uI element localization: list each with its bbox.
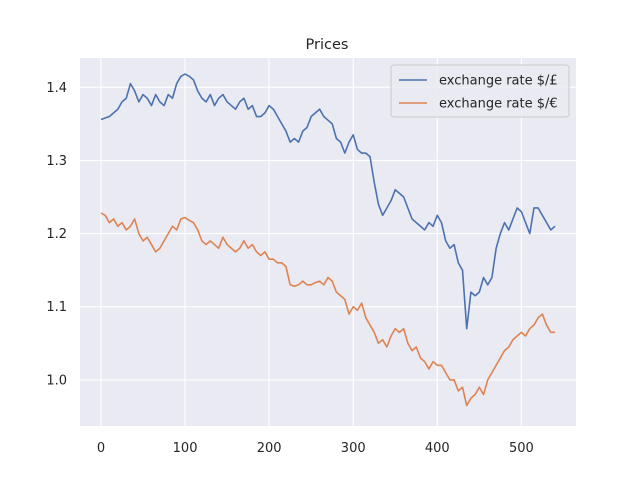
y-tick-label: 1.4	[46, 81, 67, 96]
x-tick-label: 300	[341, 441, 366, 456]
x-tick-label: 400	[425, 441, 450, 456]
y-tick-label: 1.1	[46, 300, 67, 315]
series-line-1	[100, 73, 556, 330]
legend: exchange rate $/£ exchange rate $/€	[390, 64, 570, 118]
y-tick-label: 1.3	[46, 154, 67, 169]
legend-box	[390, 64, 570, 118]
legend-label: exchange rate $/€	[439, 97, 558, 112]
series-lines	[100, 73, 556, 407]
legend-label: exchange rate $/£	[439, 74, 558, 89]
series-line-2	[100, 212, 555, 407]
x-tick-label: 100	[173, 441, 198, 456]
x-tick-label: 200	[257, 441, 282, 456]
y-tick-label: 1.2	[46, 227, 67, 242]
chart-title: Prices	[306, 37, 349, 53]
x-tick-label: 0	[97, 441, 105, 456]
tick-labels: 0 100 200 300 400 500 1.0 1.1 1.2 1.3 1.4	[46, 81, 533, 456]
y-tick-label: 1.0	[46, 373, 67, 388]
x-tick-label: 500	[509, 441, 534, 456]
grid-lines	[80, 58, 576, 426]
